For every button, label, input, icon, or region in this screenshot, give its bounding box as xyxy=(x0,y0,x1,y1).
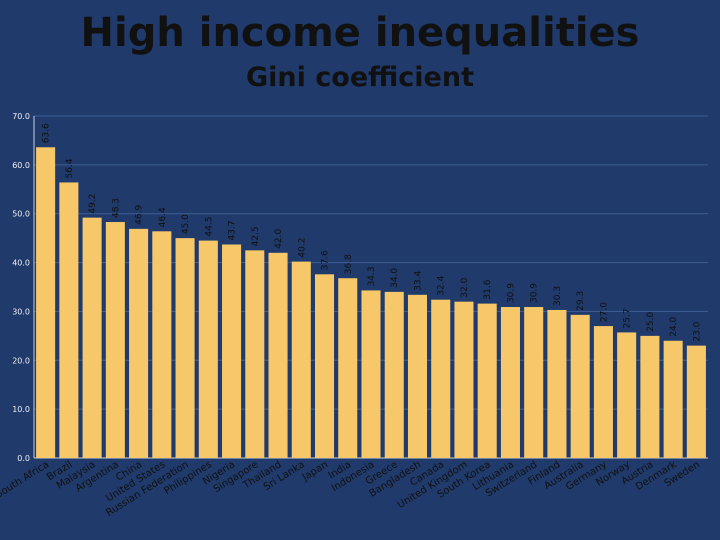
bar-value-label: 42.5 xyxy=(251,226,261,246)
y-tick-label: 40.0 xyxy=(12,259,30,268)
bar xyxy=(593,326,613,458)
bar xyxy=(640,335,660,458)
bar-value-label: 30.9 xyxy=(530,283,540,303)
bar-value-label: 36.8 xyxy=(344,254,354,274)
bar xyxy=(361,290,381,458)
bar-value-label: 25.7 xyxy=(623,308,633,328)
bar xyxy=(175,238,195,458)
bar-value-label: 49.2 xyxy=(88,194,98,214)
bar xyxy=(198,240,218,458)
bar xyxy=(245,250,265,458)
bar xyxy=(36,147,56,459)
bar-value-label: 33.4 xyxy=(413,271,423,291)
bar-value-label: 48.3 xyxy=(111,198,121,218)
bar xyxy=(82,217,102,458)
bar xyxy=(407,294,428,458)
bar xyxy=(663,340,683,458)
bar-value-label: 23.0 xyxy=(692,321,702,341)
bar xyxy=(59,182,79,458)
bar-value-label: 44.5 xyxy=(204,217,214,237)
bar-value-label: 43.7 xyxy=(228,220,238,240)
chart-subtitle: Gini coefficient xyxy=(246,62,474,93)
y-tick-label: 20.0 xyxy=(12,356,30,365)
x-category-label: South Africa xyxy=(0,459,51,501)
bar xyxy=(454,301,474,458)
bar xyxy=(129,228,149,458)
bar xyxy=(686,345,706,458)
bar-value-label: 24.0 xyxy=(669,316,679,336)
bar-value-label: 37.6 xyxy=(321,250,331,270)
bar-value-label: 34.0 xyxy=(390,268,400,288)
y-tick-label: 50.0 xyxy=(12,210,30,219)
bar-value-label: 42.0 xyxy=(274,228,284,248)
bar xyxy=(570,314,590,458)
bar-value-label: 46.4 xyxy=(158,207,168,227)
bar-value-label: 32.4 xyxy=(437,275,447,295)
bar xyxy=(617,332,637,458)
bar xyxy=(477,303,497,458)
bar-value-label: 63.6 xyxy=(42,123,52,143)
bar xyxy=(338,278,358,458)
bar-value-label: 40.2 xyxy=(297,238,307,258)
bar-value-label: 30.3 xyxy=(553,286,563,306)
bar xyxy=(105,222,125,458)
bar xyxy=(524,307,544,458)
bar xyxy=(314,274,335,458)
bar-value-label: 25.0 xyxy=(646,312,656,332)
bar-value-label: 30.9 xyxy=(506,283,516,303)
y-tick-label: 70.0 xyxy=(12,112,30,121)
bar xyxy=(431,299,451,458)
bar-value-label: 46.9 xyxy=(135,205,145,225)
bar-value-label: 29.3 xyxy=(576,291,586,311)
y-tick-label: 60.0 xyxy=(12,161,30,170)
bar xyxy=(222,244,242,458)
bar-value-label: 45.0 xyxy=(181,214,191,234)
bar-value-label: 31.6 xyxy=(483,279,493,299)
bar xyxy=(268,252,288,458)
chart-title: High income inequalities xyxy=(80,10,640,56)
bar xyxy=(152,231,172,458)
y-tick-label: 30.0 xyxy=(12,307,30,316)
y-tick-label: 0.0 xyxy=(17,454,30,463)
bar xyxy=(500,307,520,458)
bar-value-label: 34.3 xyxy=(367,266,377,286)
bar xyxy=(384,291,404,458)
bar xyxy=(547,309,567,458)
bar xyxy=(291,261,311,458)
y-tick-label: 10.0 xyxy=(12,405,30,414)
bar-value-label: 32.0 xyxy=(460,277,470,297)
x-category-label: Japan xyxy=(300,459,330,484)
bar-value-label: 56.4 xyxy=(65,158,75,178)
bar-value-label: 27.0 xyxy=(599,302,609,322)
